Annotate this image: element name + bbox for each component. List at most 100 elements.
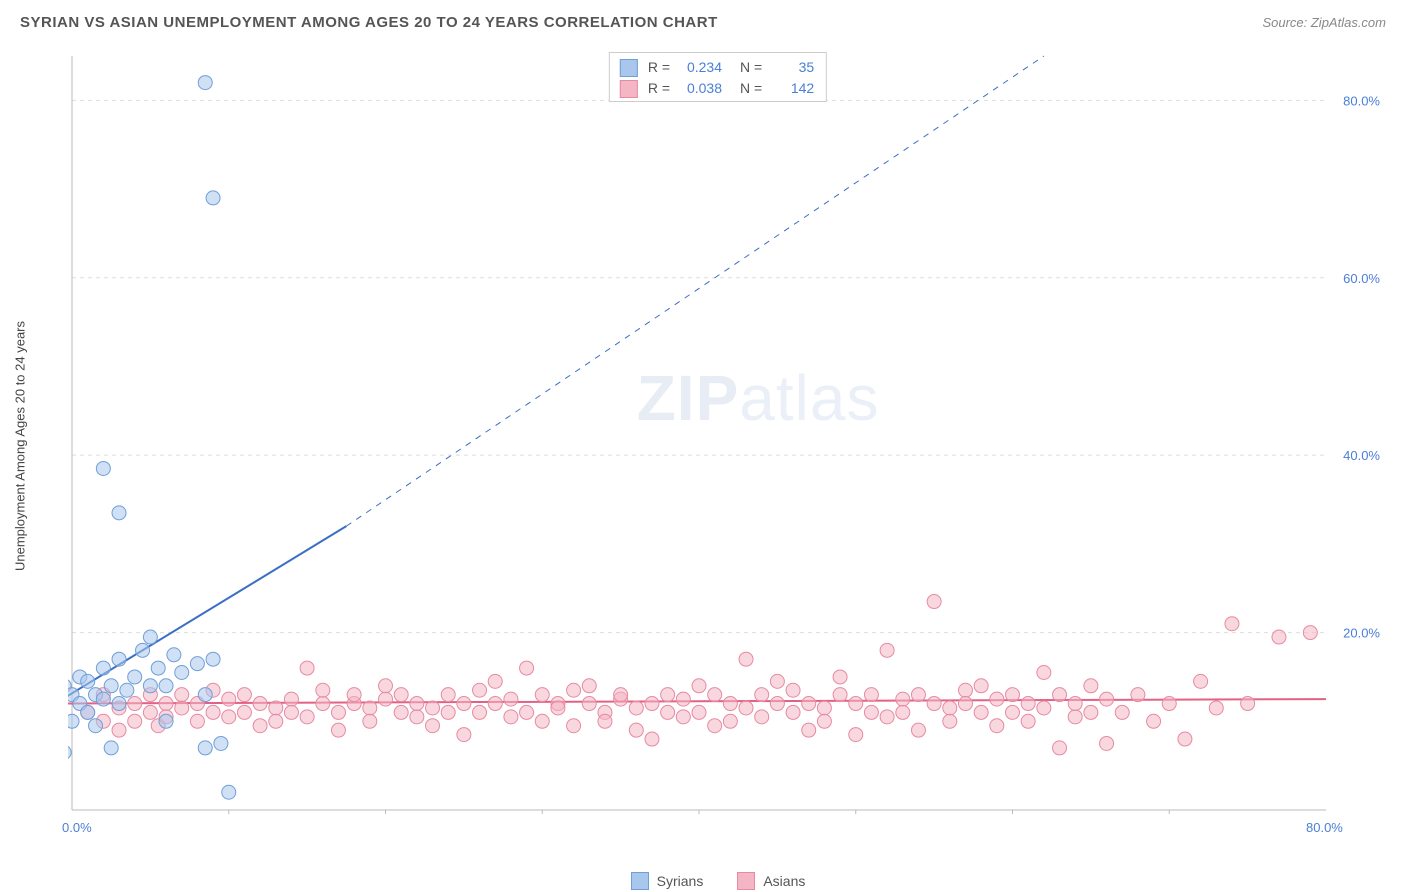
asian-point (786, 683, 800, 697)
asian-point (237, 705, 251, 719)
asian-point (990, 719, 1004, 733)
source-link[interactable]: ZipAtlas.com (1311, 15, 1386, 30)
asian-point (864, 705, 878, 719)
n-value: 142 (772, 78, 814, 99)
asian-point (661, 705, 675, 719)
syrian-point (81, 674, 95, 688)
asian-point (457, 728, 471, 742)
asian-point (206, 705, 220, 719)
series-swatch (620, 80, 638, 98)
asian-point (582, 679, 596, 693)
x-tick-label: 0.0% (62, 820, 92, 835)
asian-point (1021, 714, 1035, 728)
asian-point (786, 705, 800, 719)
asian-point (535, 688, 549, 702)
stats-row: R =0.038N =142 (620, 78, 814, 99)
asian-point (770, 697, 784, 711)
asian-point (1147, 714, 1161, 728)
asian-point (1053, 688, 1067, 702)
r-value: 0.038 (680, 78, 722, 99)
asian-point (880, 710, 894, 724)
scatter-plot: 20.0%40.0%60.0%80.0% (68, 50, 1386, 814)
asian-point (645, 697, 659, 711)
asian-point (488, 674, 502, 688)
asian-point (300, 661, 314, 675)
syrian-point (198, 741, 212, 755)
n-label: N = (740, 57, 762, 78)
asian-point (896, 705, 910, 719)
series-swatch (620, 59, 638, 77)
source-prefix: Source: (1262, 15, 1310, 30)
r-label: R = (648, 57, 670, 78)
asian-point (1068, 697, 1082, 711)
asian-point (394, 705, 408, 719)
asian-point (723, 697, 737, 711)
asian-point (1241, 697, 1255, 711)
asian-point (927, 697, 941, 711)
x-tick-label: 80.0% (1306, 820, 1343, 835)
asian-point (1178, 732, 1192, 746)
asian-point (175, 688, 189, 702)
asian-point (1272, 630, 1286, 644)
legend-swatch (737, 872, 755, 890)
asian-point (316, 683, 330, 697)
asian-point (426, 719, 440, 733)
legend: SyriansAsians (50, 872, 1386, 890)
y-axis-label: Unemployment Among Ages 20 to 24 years (13, 321, 28, 571)
syrian-point (68, 745, 71, 759)
syrian-point (159, 679, 173, 693)
stats-row: R =0.234N =35 (620, 57, 814, 78)
syrian-point (143, 679, 157, 693)
asian-point (833, 688, 847, 702)
y-tick-label: 20.0% (1343, 626, 1380, 641)
legend-swatch (631, 872, 649, 890)
asian-point (1194, 674, 1208, 688)
syrian-point (96, 661, 110, 675)
asian-point (535, 714, 549, 728)
asian-point (410, 697, 424, 711)
syrian-point (222, 785, 236, 799)
asian-point (896, 692, 910, 706)
asian-point (849, 697, 863, 711)
asian-point (802, 697, 816, 711)
syrian-point (96, 461, 110, 475)
asian-point (911, 688, 925, 702)
asian-point (175, 701, 189, 715)
asian-point (692, 679, 706, 693)
asian-point (911, 723, 925, 737)
y-tick-label: 60.0% (1343, 271, 1380, 286)
asian-point (755, 688, 769, 702)
asian-point (269, 714, 283, 728)
asian-point (363, 701, 377, 715)
asian-point (379, 679, 393, 693)
asian-point (410, 710, 424, 724)
asian-point (347, 688, 361, 702)
asian-point (504, 710, 518, 724)
asian-point (457, 697, 471, 711)
asian-point (974, 705, 988, 719)
asian-point (1006, 688, 1020, 702)
asian-point (112, 723, 126, 737)
asian-point (253, 719, 267, 733)
syrian-point (104, 679, 118, 693)
syrian-point (206, 191, 220, 205)
asian-point (1084, 679, 1098, 693)
asian-point (1006, 705, 1020, 719)
syrian-point (159, 714, 173, 728)
asian-point (504, 692, 518, 706)
asian-point (1131, 688, 1145, 702)
asian-point (1053, 741, 1067, 755)
asian-point (849, 728, 863, 742)
asian-point (441, 705, 455, 719)
asian-point (708, 688, 722, 702)
asian-point (1225, 617, 1239, 631)
asian-point (770, 674, 784, 688)
syrian-point (89, 719, 103, 733)
asian-point (927, 595, 941, 609)
asian-point (488, 697, 502, 711)
asian-point (394, 688, 408, 702)
syrian-point (120, 683, 134, 697)
asian-point (1162, 697, 1176, 711)
asian-point (1037, 666, 1051, 680)
asian-point (692, 705, 706, 719)
